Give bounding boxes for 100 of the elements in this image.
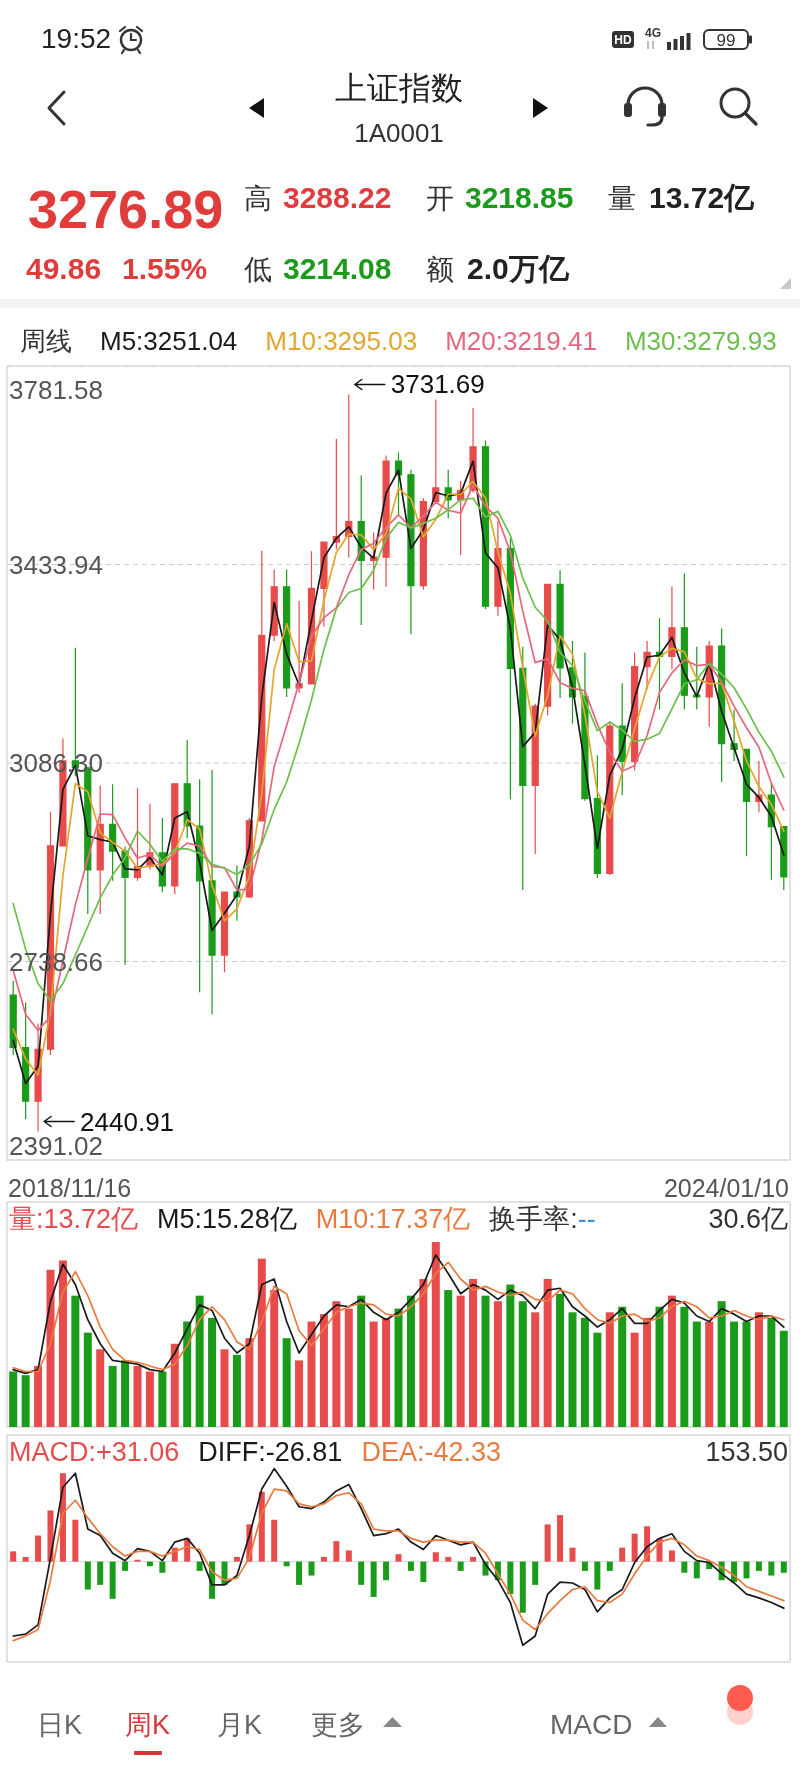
bar xyxy=(84,1561,91,1590)
bar xyxy=(9,1371,18,1427)
bar xyxy=(557,1515,564,1562)
bar xyxy=(667,1295,676,1427)
bar xyxy=(681,1561,688,1573)
bar xyxy=(470,1556,477,1562)
bar xyxy=(754,1312,763,1427)
bar xyxy=(593,1332,602,1427)
bar xyxy=(72,1519,79,1562)
bar xyxy=(395,1554,402,1562)
bar xyxy=(97,1561,104,1585)
text: 额 xyxy=(426,254,454,285)
series-label: DEA:-42.33 xyxy=(361,1437,501,1467)
bar xyxy=(320,1556,327,1562)
bar xyxy=(22,1556,29,1562)
text: M20:3219.41 xyxy=(445,326,597,356)
bar xyxy=(705,1321,714,1427)
bar xyxy=(83,1332,92,1427)
text: 上证指数 xyxy=(335,70,463,106)
text: 3288.22 xyxy=(283,181,392,214)
bar xyxy=(245,1338,254,1427)
bar xyxy=(109,1561,116,1599)
legend-title: 周线 xyxy=(20,326,72,356)
text: 1.55% xyxy=(122,252,208,285)
bar xyxy=(232,1354,241,1427)
bar xyxy=(96,1349,105,1427)
bar xyxy=(344,1308,353,1427)
bar xyxy=(271,1519,278,1562)
text: MACD xyxy=(550,1709,633,1740)
bar xyxy=(532,1561,539,1585)
bar xyxy=(619,1547,626,1562)
y-tick-label: 3781.58 xyxy=(9,375,103,405)
bar xyxy=(631,1533,638,1562)
bar xyxy=(568,1312,577,1427)
bar xyxy=(594,1561,601,1590)
bar xyxy=(170,1343,179,1427)
bar xyxy=(108,1365,117,1427)
bar xyxy=(121,1360,130,1427)
bar xyxy=(618,1306,627,1427)
bar xyxy=(457,1561,464,1571)
text: 3218.85 xyxy=(465,181,574,214)
text: 更多 xyxy=(311,1710,365,1740)
bar xyxy=(481,1295,490,1427)
text: M5:3251.04 xyxy=(100,326,238,356)
bar xyxy=(370,1561,377,1597)
bar xyxy=(730,1321,739,1427)
bar xyxy=(507,1561,514,1595)
bar xyxy=(643,1317,652,1427)
text: 19:52 xyxy=(41,23,112,54)
bar xyxy=(394,1308,403,1427)
bar xyxy=(233,1556,240,1562)
bar xyxy=(158,1371,167,1427)
series-label: DIFF:-26.81 xyxy=(198,1437,343,1467)
bar xyxy=(145,1371,154,1427)
text: 2.0万亿 xyxy=(467,252,570,285)
bar xyxy=(768,1561,775,1576)
bar xyxy=(332,1301,341,1427)
text: 153.50 xyxy=(705,1437,788,1467)
bar xyxy=(307,1321,316,1427)
bar xyxy=(382,1317,391,1427)
text: 13.72亿 xyxy=(649,181,756,214)
bar xyxy=(220,1349,229,1427)
bar xyxy=(680,1306,689,1427)
bar xyxy=(518,1301,527,1427)
series-label: MACD:+31.06 xyxy=(9,1437,180,1467)
bar xyxy=(668,1550,675,1562)
bar xyxy=(282,1338,291,1427)
text: 3276.89 xyxy=(28,179,224,239)
text: 3214.08 xyxy=(283,252,392,285)
bar xyxy=(369,1321,378,1427)
text: 低 xyxy=(244,254,272,285)
text: 99 xyxy=(716,31,736,50)
bar xyxy=(270,1290,279,1427)
bar xyxy=(122,1561,129,1571)
bar xyxy=(208,1317,217,1427)
bar xyxy=(420,1561,427,1583)
bar xyxy=(580,1317,589,1427)
bar xyxy=(10,1551,17,1562)
bar xyxy=(183,1321,192,1427)
bar xyxy=(296,1561,303,1585)
text: 2018/11/16 xyxy=(8,1174,132,1202)
bar xyxy=(257,1258,266,1427)
bar xyxy=(445,1556,452,1562)
text: 月K xyxy=(217,1710,263,1740)
bar xyxy=(755,1561,762,1571)
text: 4G xyxy=(645,26,662,40)
bar xyxy=(419,1279,428,1427)
bar xyxy=(432,1552,439,1562)
text: 日K xyxy=(37,1710,83,1740)
text: 高 xyxy=(244,183,272,214)
bar xyxy=(693,1561,700,1579)
bar xyxy=(743,1561,750,1579)
bar xyxy=(655,1306,664,1427)
bar xyxy=(569,1547,576,1562)
bar xyxy=(767,1317,776,1427)
bar xyxy=(195,1295,204,1427)
bar xyxy=(431,1242,440,1427)
bar xyxy=(357,1295,366,1427)
bar xyxy=(531,1312,540,1427)
bar xyxy=(333,1541,340,1562)
